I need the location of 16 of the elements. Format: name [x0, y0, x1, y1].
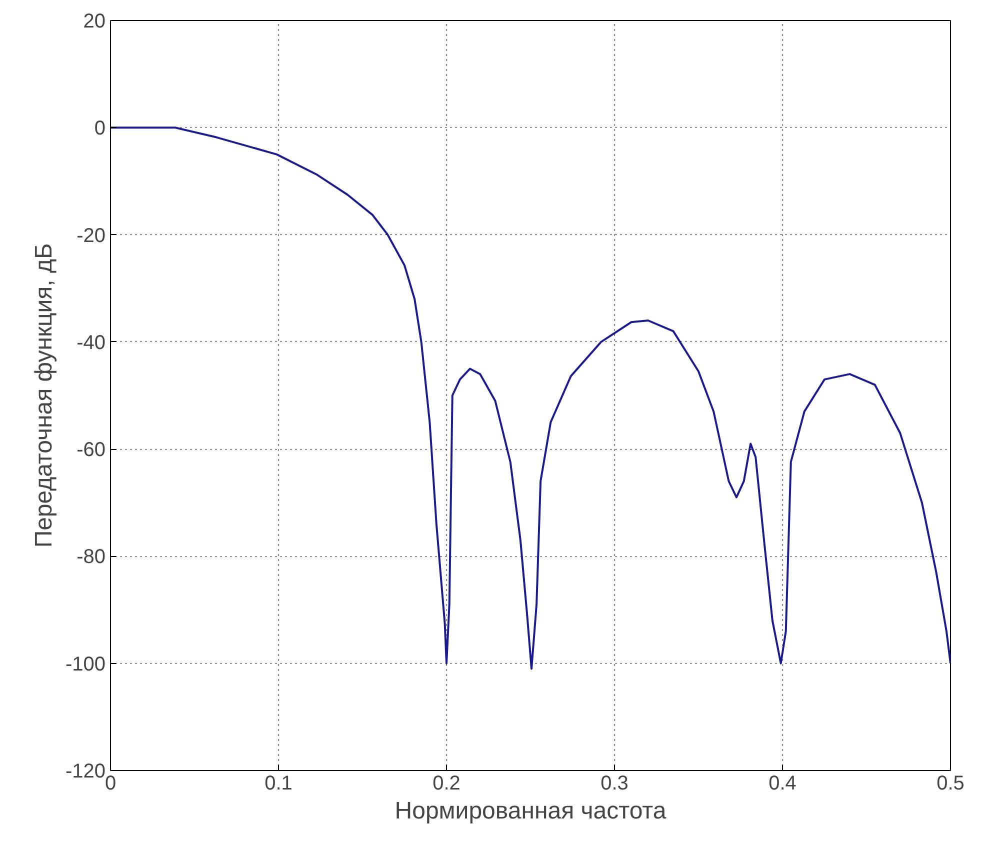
x-axis-title: Нормированная частота — [394, 798, 667, 824]
y-tick-label: -40 — [76, 332, 106, 354]
x-tick-label: 0.2 — [432, 772, 460, 794]
x-tick-label: 0.1 — [264, 772, 292, 794]
x-tick-label: 0.4 — [768, 772, 796, 794]
y-tick-label: -100 — [65, 653, 106, 676]
y-tick-label: 20 — [83, 10, 106, 32]
y-tick-label: -20 — [76, 224, 106, 247]
y-tick-label: -60 — [76, 439, 106, 462]
x-tick-label: 0.5 — [936, 772, 964, 794]
line-series — [110, 126, 950, 670]
y-axis-title: Передаточная функция, дБ — [30, 243, 58, 548]
y-tick-label: -80 — [76, 546, 106, 568]
x-tick-label: 0.3 — [600, 772, 628, 794]
y-tick-label: 0 — [94, 118, 106, 140]
y-tick-label: -120 — [65, 760, 106, 782]
